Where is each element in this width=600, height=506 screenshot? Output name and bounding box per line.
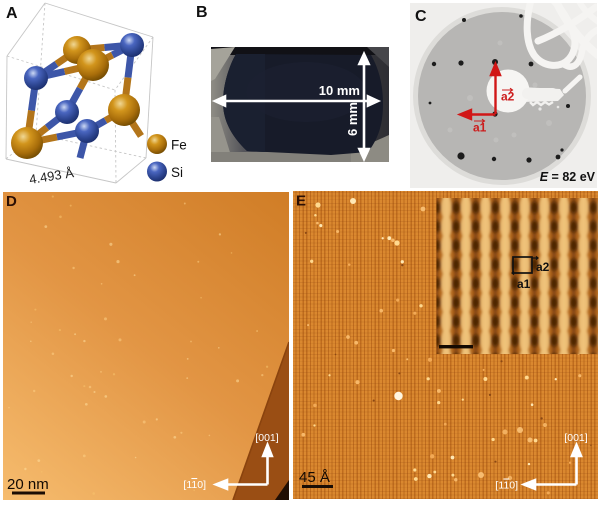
svg-text:[001]: [001]: [255, 432, 278, 444]
svg-text:6 mm: 6 mm: [345, 102, 360, 136]
svg-text:a1: a1: [517, 277, 531, 291]
svg-text:[110]: [110]: [495, 480, 518, 492]
svg-text:Si: Si: [171, 165, 183, 180]
svg-text:E = 82 eV: E = 82 eV: [540, 170, 596, 184]
svg-text:45 Å: 45 Å: [299, 469, 330, 486]
svg-text:a1: a1: [473, 121, 487, 135]
svg-text:Fe: Fe: [171, 138, 187, 153]
svg-text:A: A: [6, 5, 18, 22]
svg-text:D: D: [6, 193, 17, 210]
svg-text:C: C: [415, 8, 427, 25]
svg-text:E: E: [296, 193, 306, 210]
svg-text:a2: a2: [536, 260, 550, 274]
svg-text:[001]: [001]: [564, 432, 587, 444]
svg-text:10 mm: 10 mm: [319, 83, 360, 98]
svg-text:20 nm: 20 nm: [7, 476, 49, 493]
svg-text:[110]: [110]: [183, 479, 206, 491]
svg-text:4.493 Å: 4.493 Å: [28, 165, 75, 187]
svg-text:a2: a2: [501, 90, 515, 104]
